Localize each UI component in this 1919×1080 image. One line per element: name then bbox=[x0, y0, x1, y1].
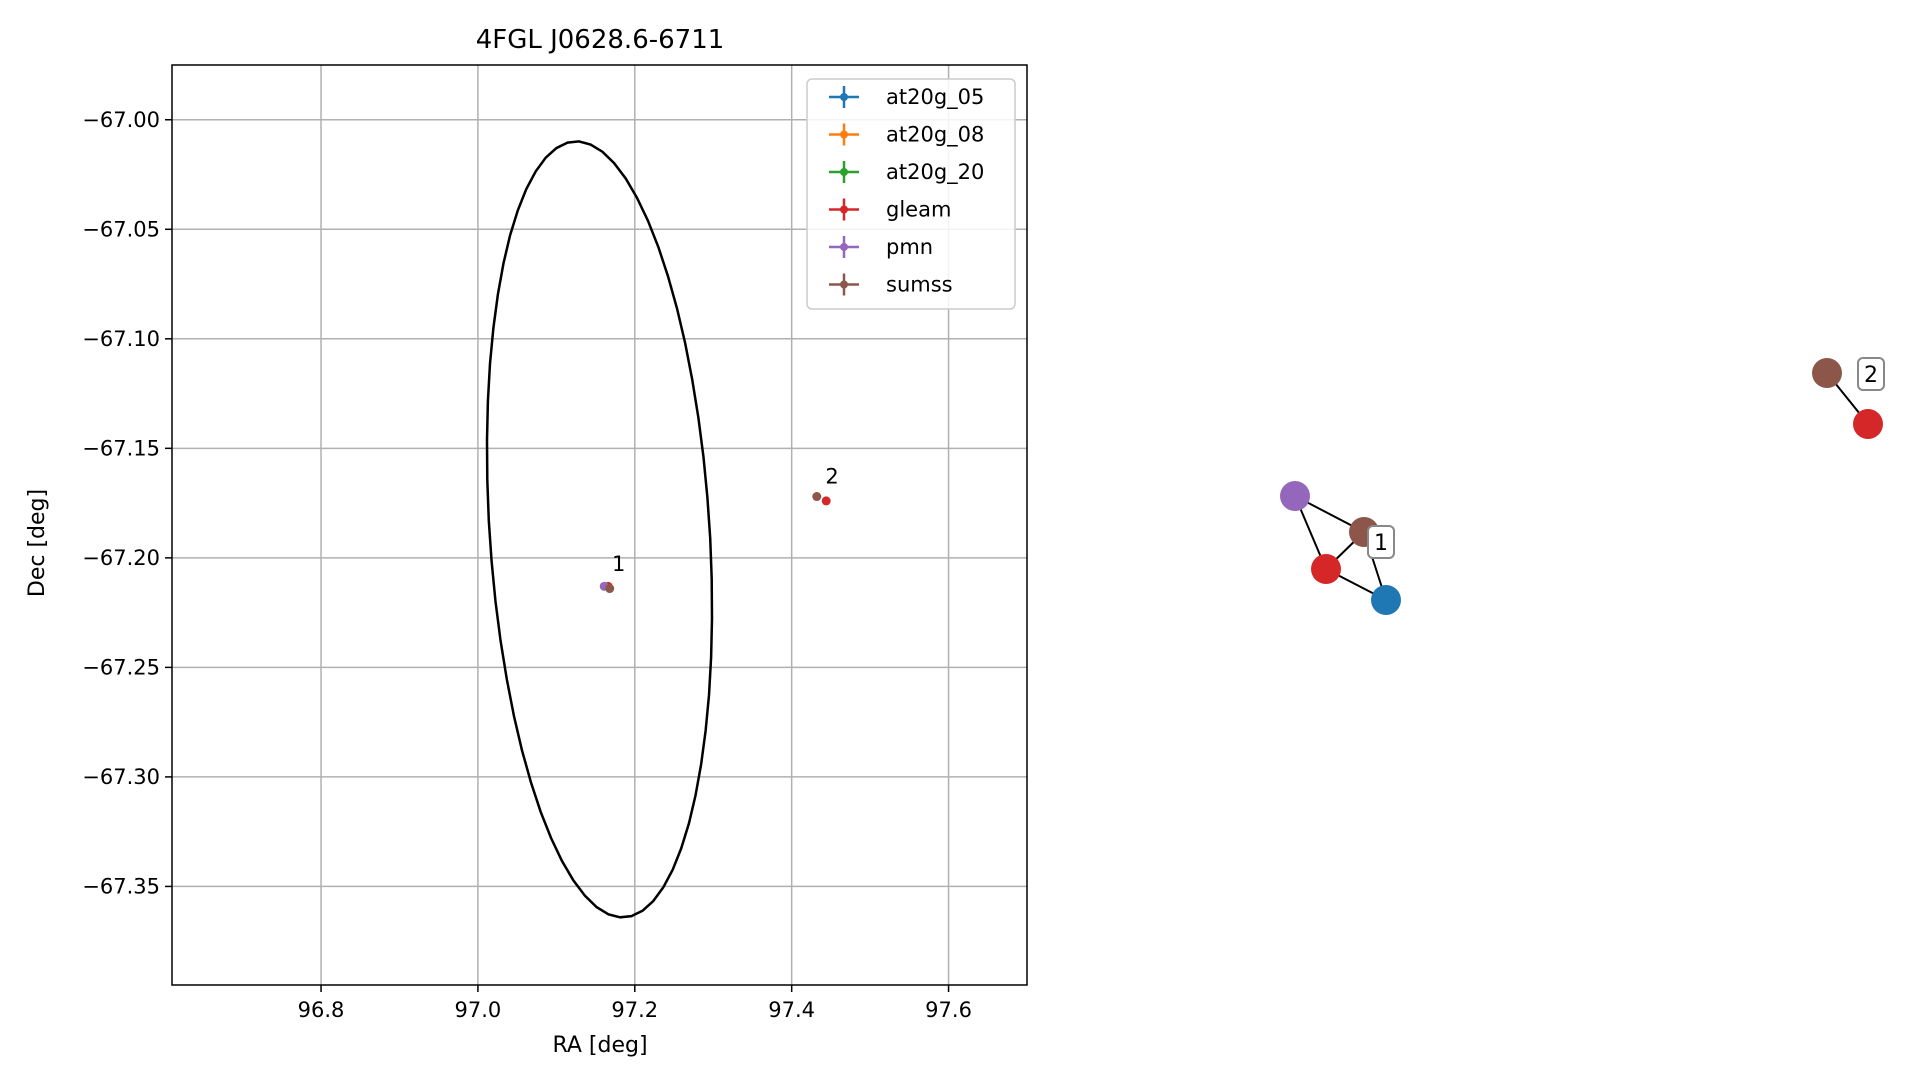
ellipse-layer bbox=[485, 140, 714, 919]
network-label-box bbox=[1367, 525, 1395, 559]
source-annotation: 2 bbox=[825, 464, 838, 488]
y-tick-label: −67.25 bbox=[82, 655, 160, 679]
legend-dot-at20g_05 bbox=[840, 93, 848, 101]
network-node bbox=[1812, 358, 1842, 388]
y-tick-label: −67.10 bbox=[82, 327, 160, 351]
plot-frame bbox=[171, 64, 1028, 986]
y-tick-label: −67.00 bbox=[82, 108, 160, 132]
annotation-layer: 12 bbox=[612, 464, 839, 576]
point-sumss bbox=[812, 492, 822, 502]
x-tick-label: 97.2 bbox=[611, 998, 658, 1022]
point-sumss bbox=[605, 584, 615, 594]
scatter-panel: 4FGL J0628.6-6711 12 96.8 97.0 97.2 97.4 97.… bbox=[25, 25, 1028, 1058]
error-ellipse bbox=[485, 140, 714, 919]
legend-dot-sumss bbox=[840, 280, 848, 289]
network-node bbox=[1311, 554, 1341, 584]
network-panel: 12 bbox=[1280, 357, 1885, 615]
y-tick-label: −67.15 bbox=[82, 436, 160, 460]
network-nodes bbox=[1280, 358, 1883, 615]
network-node bbox=[1280, 481, 1310, 511]
y-axis-ticks: −67.00 −67.05 −67.10 −67.15 −67.20 −67.25 −67.… bbox=[82, 108, 172, 898]
y-axis-label: Dec [deg] bbox=[25, 489, 50, 597]
legend-label-at20g_20: at20g_20 bbox=[886, 160, 984, 185]
legend-dot-gleam bbox=[840, 205, 848, 214]
x-tick-label: 97.6 bbox=[925, 998, 972, 1022]
network-label-box bbox=[1857, 357, 1885, 391]
x-tick-label: 96.8 bbox=[298, 998, 345, 1022]
x-tick-label: 97.0 bbox=[455, 998, 502, 1022]
legend-dot-at20g_20 bbox=[840, 168, 848, 176]
x-axis-label: RA [deg] bbox=[552, 1033, 647, 1058]
plot-title: 4FGL J0628.6-6711 bbox=[476, 25, 725, 55]
points-layer bbox=[599, 492, 831, 594]
legend-dot-pmn bbox=[840, 243, 848, 251]
legend-label-sumss: sumss bbox=[886, 273, 953, 297]
legend-box bbox=[806, 78, 1016, 310]
point-gleam bbox=[821, 496, 831, 506]
y-tick-label: −67.05 bbox=[82, 217, 160, 241]
network-label: 2 bbox=[1864, 363, 1878, 388]
network-label: 1 bbox=[1374, 531, 1388, 556]
y-tick-label: −67.30 bbox=[82, 765, 160, 789]
legend-label-at20g_08: at20g_08 bbox=[886, 123, 984, 148]
legend-label-pmn: pmn bbox=[886, 235, 933, 259]
network-labels: 12 bbox=[1367, 357, 1885, 559]
legend-label-at20g_05: at20g_05 bbox=[886, 85, 984, 110]
legend-label-gleam: gleam bbox=[886, 198, 951, 222]
network-node bbox=[1853, 409, 1883, 439]
source-annotation: 1 bbox=[612, 552, 625, 576]
network-node bbox=[1371, 585, 1401, 615]
legend-dot-at20g_08 bbox=[840, 130, 848, 139]
y-tick-label: −67.20 bbox=[82, 546, 160, 570]
x-tick-label: 97.4 bbox=[768, 998, 815, 1022]
x-axis-ticks: 96.8 97.0 97.2 97.4 97.6 bbox=[298, 985, 972, 1022]
y-tick-label: −67.35 bbox=[82, 874, 160, 898]
